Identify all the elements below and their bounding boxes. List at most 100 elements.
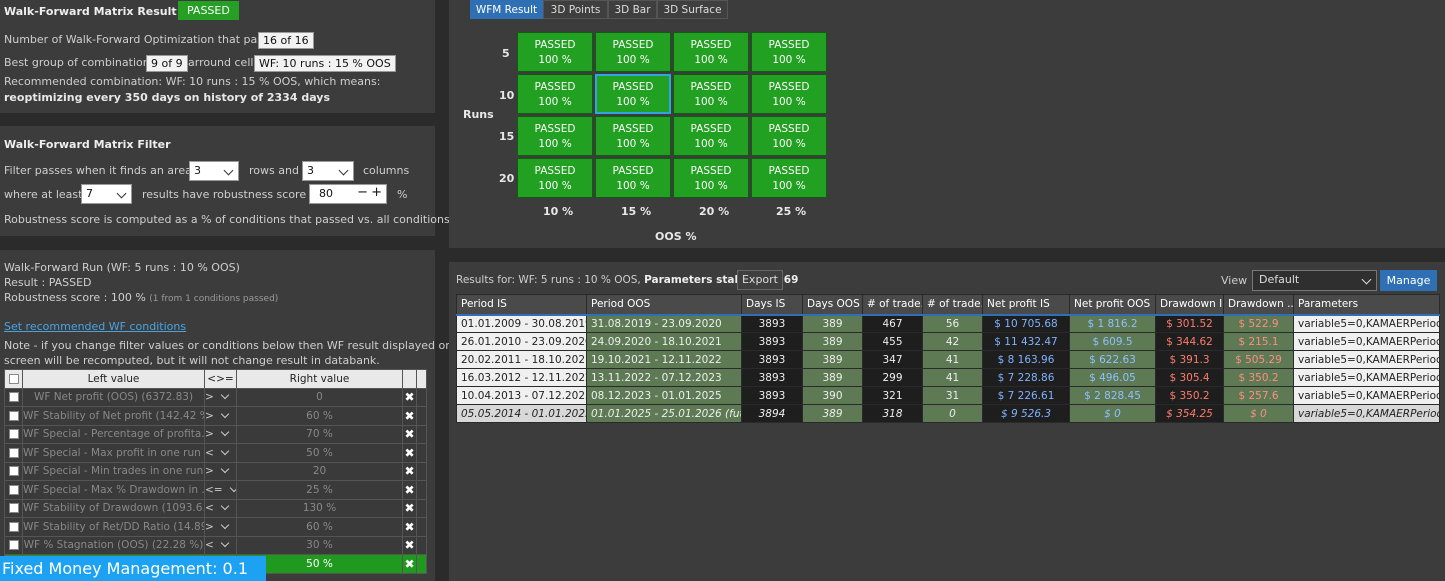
matrix-cell[interactable]: PASSED 100 % [595,158,671,198]
condition-operator-select[interactable]: > [204,406,237,426]
export-button[interactable]: Export [737,270,783,290]
remove-condition-icon[interactable]: ✖ [404,501,415,516]
condition-checkbox[interactable] [8,484,19,495]
col-trades-oos[interactable]: # of trade... [922,294,983,316]
condition-right-value[interactable]: 60 % [236,517,403,537]
remove-condition-icon[interactable]: ✖ [404,519,415,534]
matrix-cell[interactable]: PASSED 100 % [673,116,749,156]
condition-checkbox[interactable] [8,503,19,514]
condition-right-value[interactable]: 130 % [236,498,403,518]
remove-condition-icon[interactable]: ✖ [404,390,415,405]
remove-condition-icon[interactable]: ✖ [404,427,415,442]
tab-wfm-result[interactable]: WFM Result [470,0,543,19]
col-net-profit-is[interactable]: Net profit IS [982,294,1070,316]
matrix-cell[interactable]: PASSED 100 % [751,74,827,114]
remove-condition-icon[interactable]: ✖ [404,556,415,571]
robust-score-stepper[interactable]: 80 − + [309,184,387,204]
columns-select[interactable]: 3 [302,161,354,181]
matrix-cell[interactable]: PASSED 100 % [517,116,593,156]
remove-condition-icon[interactable]: ✖ [404,538,415,553]
results-row[interactable]: 05.05.2014 - 01.01.2025 01.01.2025 - 25.0… [456,404,1440,423]
tab-3d-points[interactable]: 3D Points [543,0,608,19]
condition-left-value[interactable]: WF Special - Max % Drawdown in ... [22,480,205,500]
condition-checkbox[interactable] [8,410,19,421]
condition-operator-select[interactable]: > [204,517,237,537]
col-drawdown-oos[interactable]: Drawdown ... [1223,294,1294,316]
condition-operator-select[interactable]: > [204,461,237,481]
condition-right-value[interactable]: 70 % [236,424,403,444]
col-trades-is[interactable]: # of trade... [862,294,923,316]
condition-left-value[interactable]: WF Special - Min trades in one run ... [22,461,205,481]
matrix-cell[interactable]: PASSED 100 % [673,74,749,114]
condition-right-value[interactable]: 20 [236,461,403,481]
col-period-is[interactable]: Period IS [456,294,587,316]
condition-right-value[interactable]: 60 % [236,406,403,426]
condition-left-value[interactable]: WF Stability of Net profit (142.42 %) [22,406,205,426]
matrix-cell[interactable]: PASSED 100 % [517,74,593,114]
increment-icon[interactable]: + [371,185,382,200]
tab-3d-bar[interactable]: 3D Bar [608,0,657,19]
select-all-checkbox[interactable] [8,373,19,384]
condition-checkbox[interactable] [8,447,19,458]
condition-left-value[interactable]: WF Stability of Ret/DD Ratio (14.89... [22,517,205,537]
tab-3d-surface[interactable]: 3D Surface [657,0,728,19]
col-period-oos[interactable]: Period OOS [586,294,742,316]
matrix-cell[interactable]: PASSED 100 % [517,158,593,198]
col-days-oos[interactable]: Days OOS [802,294,863,316]
col-net-profit-oos[interactable]: Net profit OOS [1069,294,1156,316]
condition-right-value[interactable]: 25 % [236,480,403,500]
col-parameters[interactable]: Parameters [1293,294,1440,316]
condition-checkbox[interactable] [8,429,19,440]
col-drawdown-is[interactable]: Drawdown IS [1155,294,1224,316]
set-recommended-link[interactable]: Set recommended WF conditions [4,320,187,333]
condition-checkbox[interactable] [8,540,19,551]
atleast-label: where at least [4,188,83,201]
condition-right-value[interactable]: 0 [236,387,403,407]
matrix-cell[interactable]: PASSED 100 % [673,158,749,198]
cell-parameters: variable5=0,KAMAERPeriod1=10 [1293,314,1440,333]
rows-select[interactable]: 3 [189,161,239,181]
condition-right-value[interactable]: 50 % [236,554,403,574]
matrix-cell[interactable]: PASSED 100 % [517,32,593,72]
atleast-select[interactable]: 7 [81,184,132,204]
remove-condition-icon[interactable]: ✖ [404,482,415,497]
matrix-cell[interactable]: PASSED 100 % [595,116,671,156]
select-all-cell[interactable] [4,369,23,389]
condition-operator-select[interactable]: > [204,424,237,444]
condition-operator-select[interactable]: > [204,387,237,407]
matrix-cell[interactable]: PASSED 100 % [751,116,827,156]
condition-operator-select[interactable]: <= [204,480,237,500]
results-row[interactable]: 16.03.2012 - 12.11.2022 13.11.2022 - 07.1… [456,368,1440,387]
results-row[interactable]: 01.01.2009 - 30.08.2019 31.08.2019 - 23.0… [456,314,1440,333]
view-select[interactable]: Default [1252,270,1377,291]
results-row[interactable]: 20.02.2011 - 18.10.2021 19.10.2021 - 12.1… [456,350,1440,369]
condition-operator-select[interactable]: < [204,535,237,555]
condition-left-value[interactable]: WF Special - Percentage of profita... [22,424,205,444]
matrix-cell[interactable]: PASSED 100 % [595,32,671,72]
condition-left-value[interactable]: WF Net profit (OOS) (6372.83) [22,387,205,407]
decrement-icon[interactable]: − [357,185,368,200]
cell-net-profit-is: $ 8 163.96 [982,350,1070,369]
matrix-cell[interactable]: PASSED 100 % [751,32,827,72]
cell-period-is: 26.01.2010 - 23.09.2020 [456,332,587,351]
condition-left-value[interactable]: WF Special - Max profit in one run ... [22,443,205,463]
remove-condition-icon[interactable]: ✖ [404,464,415,479]
col-days-is[interactable]: Days IS [741,294,803,316]
condition-checkbox[interactable] [8,521,19,532]
matrix-cell[interactable]: PASSED 100 % [595,74,671,114]
condition-right-value[interactable]: 50 % [236,443,403,463]
condition-left-value[interactable]: WF Stability of Drawdown (1093.6... [22,498,205,518]
results-row[interactable]: 10.04.2013 - 07.12.2023 08.12.2023 - 01.0… [456,386,1440,405]
remove-condition-icon[interactable]: ✖ [404,445,415,460]
condition-checkbox[interactable] [8,466,19,477]
condition-checkbox[interactable] [8,392,19,403]
condition-right-value[interactable]: 30 % [236,535,403,555]
manage-button[interactable]: Manage [1380,270,1437,291]
results-row[interactable]: 26.01.2010 - 23.09.2020 24.09.2020 - 18.1… [456,332,1440,351]
matrix-cell[interactable]: PASSED 100 % [673,32,749,72]
condition-operator-select[interactable]: < [204,498,237,518]
matrix-cell[interactable]: PASSED 100 % [751,158,827,198]
condition-operator-select[interactable]: < [204,443,237,463]
condition-left-value[interactable]: WF % Stagnation (OOS) (22.28 %) [22,535,205,555]
remove-condition-icon[interactable]: ✖ [404,408,415,423]
